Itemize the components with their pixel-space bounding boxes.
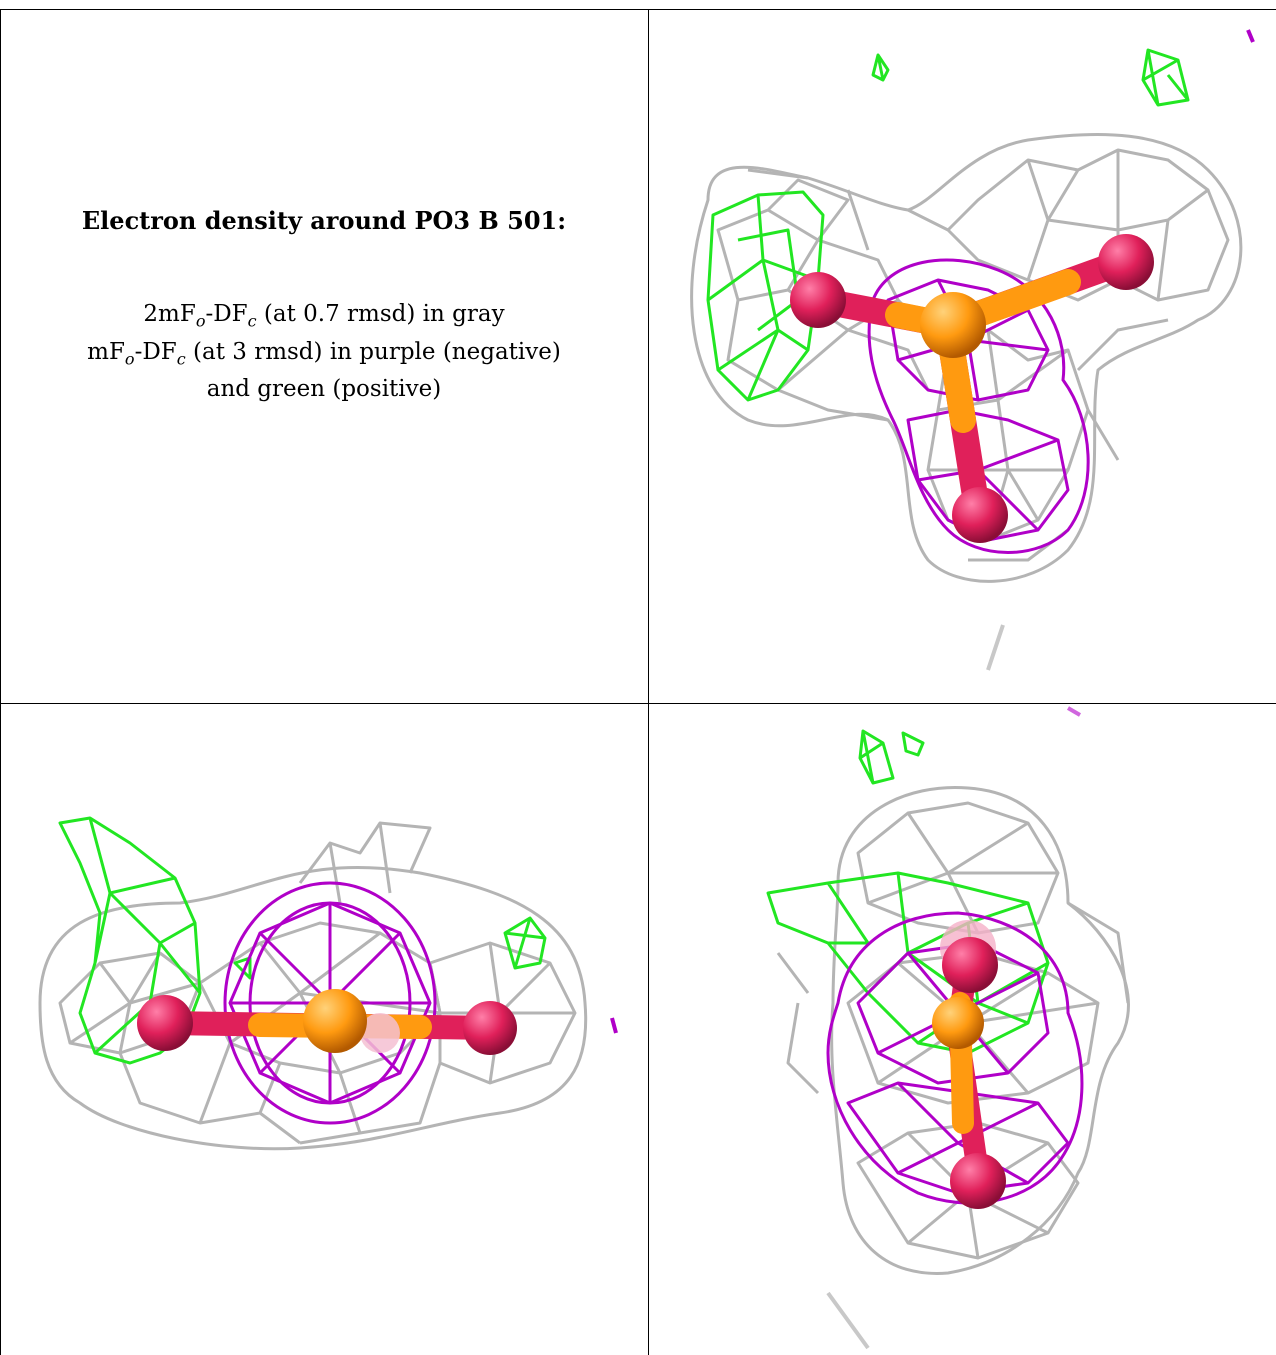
view-top-svg — [690, 29, 1255, 671]
po3-molecule — [790, 234, 1154, 543]
caption-line-2: mFo-DFc (at 3 rmsd) in purple (negative) — [87, 338, 561, 369]
gray-density-mesh — [690, 132, 1243, 671]
caption-cell: Electron density around PO3 B 501: 2mFo-… — [0, 0, 648, 703]
po3-molecule — [932, 920, 1006, 1209]
caption: Electron density around PO3 B 501: 2mFo-… — [20, 0, 628, 405]
oxygen-atom — [137, 995, 193, 1051]
green-density-mesh — [706, 48, 1190, 402]
oxygen-atom — [790, 272, 846, 328]
phosphorus-atom — [303, 989, 367, 1053]
phosphorus-atom — [920, 292, 986, 358]
purple-density-mesh — [223, 881, 618, 1125]
phosphorus-atom — [932, 997, 984, 1049]
density-view-top — [648, 0, 1276, 703]
caption-title: Electron density around PO3 B 501: — [81, 206, 567, 235]
green-density-mesh — [766, 729, 1050, 1055]
center-divider — [648, 9, 649, 1355]
view-end-svg — [766, 706, 1130, 1350]
oxygen-atom — [463, 1001, 517, 1055]
left-border — [0, 9, 1, 1355]
density-view-side — [0, 703, 648, 1355]
caption-description: 2mFo-DFc (at 0.7 rmsd) in gray mFo-DFc (… — [20, 299, 628, 405]
oxygen-atom — [360, 1013, 400, 1053]
density-view-end — [648, 703, 1276, 1355]
oxygen-atom — [950, 1153, 1006, 1209]
oxygen-atom — [942, 937, 998, 993]
oxygen-atom — [1098, 234, 1154, 290]
po3-molecule — [137, 989, 517, 1055]
caption-line-1: 2mFo-DFc (at 0.7 rmsd) in gray — [143, 301, 505, 331]
middle-divider — [0, 703, 1276, 704]
view-side-svg — [38, 816, 618, 1151]
top-border — [0, 9, 1276, 10]
caption-line-3: and green (positive) — [206, 376, 442, 403]
gray-density-mesh — [38, 821, 588, 1151]
oxygen-atom — [952, 487, 1008, 543]
